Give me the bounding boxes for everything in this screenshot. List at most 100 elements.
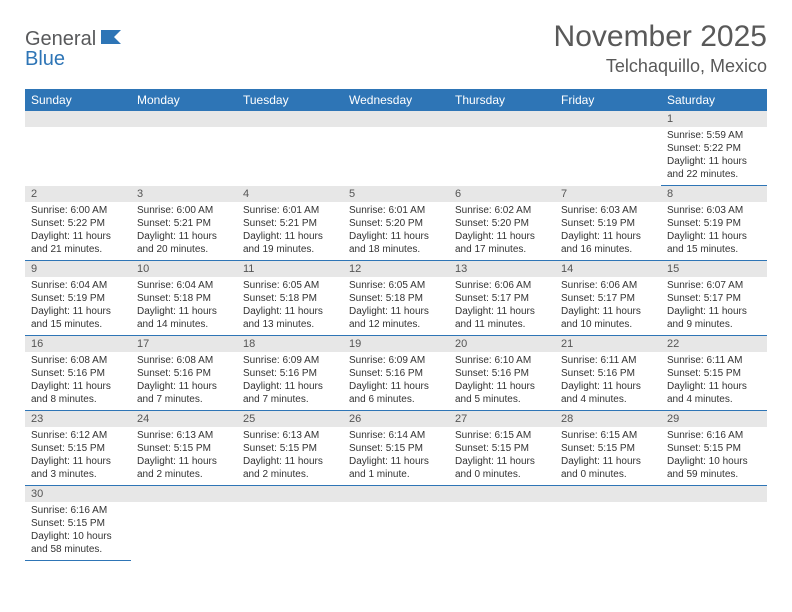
day-details: Sunrise: 6:03 AMSunset: 5:19 PMDaylight:… (661, 202, 767, 260)
day-number-cell (449, 486, 555, 503)
sunset-line: Sunset: 5:16 PM (561, 367, 655, 380)
day-content-cell: Sunrise: 6:15 AMSunset: 5:15 PMDaylight:… (449, 427, 555, 486)
daylight-line: Daylight: 11 hours and 7 minutes. (137, 380, 231, 406)
daylight-line: Daylight: 10 hours and 58 minutes. (31, 530, 125, 556)
day-number: 9 (25, 261, 131, 277)
day-content-cell: Sunrise: 6:06 AMSunset: 5:17 PMDaylight:… (555, 277, 661, 336)
daylight-line: Daylight: 11 hours and 2 minutes. (243, 455, 337, 481)
day-content-cell: Sunrise: 6:11 AMSunset: 5:15 PMDaylight:… (661, 352, 767, 411)
daylight-line: Daylight: 11 hours and 5 minutes. (455, 380, 549, 406)
day-details: Sunrise: 6:06 AMSunset: 5:17 PMDaylight:… (449, 277, 555, 335)
day-details: Sunrise: 6:04 AMSunset: 5:19 PMDaylight:… (25, 277, 131, 335)
day-number: 6 (449, 186, 555, 202)
sunset-line: Sunset: 5:19 PM (667, 217, 761, 230)
day-details: Sunrise: 6:06 AMSunset: 5:17 PMDaylight:… (555, 277, 661, 335)
day-number-cell (449, 111, 555, 127)
day-number: 5 (343, 186, 449, 202)
sunset-line: Sunset: 5:16 PM (243, 367, 337, 380)
day-number-row: 9101112131415 (25, 261, 767, 278)
day-content-cell: Sunrise: 6:01 AMSunset: 5:21 PMDaylight:… (237, 202, 343, 261)
day-content-row: Sunrise: 6:16 AMSunset: 5:15 PMDaylight:… (25, 502, 767, 561)
daylight-line: Daylight: 11 hours and 8 minutes. (31, 380, 125, 406)
day-content-cell (131, 502, 237, 561)
day-number-cell: 6 (449, 186, 555, 203)
day-number: 19 (343, 336, 449, 352)
day-number-cell: 20 (449, 336, 555, 353)
day-number: 20 (449, 336, 555, 352)
day-content-cell: Sunrise: 6:06 AMSunset: 5:17 PMDaylight:… (449, 277, 555, 336)
day-content-cell (237, 502, 343, 561)
day-content-cell (661, 502, 767, 561)
sunrise-line: Sunrise: 6:00 AM (137, 204, 231, 217)
sunset-line: Sunset: 5:15 PM (667, 442, 761, 455)
sunset-line: Sunset: 5:15 PM (455, 442, 549, 455)
sunset-line: Sunset: 5:18 PM (243, 292, 337, 305)
day-number: 10 (131, 261, 237, 277)
day-number: 4 (237, 186, 343, 202)
weekday-header: Friday (555, 89, 661, 111)
day-number: 28 (555, 411, 661, 427)
sunrise-line: Sunrise: 6:04 AM (31, 279, 125, 292)
calendar-page: General November 2025 Telchaquillo, Mexi… (0, 0, 792, 581)
sunset-line: Sunset: 5:19 PM (31, 292, 125, 305)
day-number-cell: 27 (449, 411, 555, 428)
day-number: 13 (449, 261, 555, 277)
day-content-cell (449, 127, 555, 186)
sunset-line: Sunset: 5:16 PM (31, 367, 125, 380)
day-details: Sunrise: 6:16 AMSunset: 5:15 PMDaylight:… (25, 502, 131, 560)
sunset-line: Sunset: 5:15 PM (243, 442, 337, 455)
day-details: Sunrise: 6:07 AMSunset: 5:17 PMDaylight:… (661, 277, 767, 335)
sunrise-line: Sunrise: 6:13 AM (243, 429, 337, 442)
day-number-cell: 28 (555, 411, 661, 428)
day-number: 22 (661, 336, 767, 352)
day-number-cell: 19 (343, 336, 449, 353)
sunset-line: Sunset: 5:15 PM (137, 442, 231, 455)
day-content-cell (555, 127, 661, 186)
day-content-cell: Sunrise: 6:07 AMSunset: 5:17 PMDaylight:… (661, 277, 767, 336)
day-content-row: Sunrise: 6:04 AMSunset: 5:19 PMDaylight:… (25, 277, 767, 336)
sunset-line: Sunset: 5:21 PM (243, 217, 337, 230)
sunset-line: Sunset: 5:15 PM (349, 442, 443, 455)
page-header: General November 2025 Telchaquillo, Mexi… (25, 20, 767, 77)
daylight-line: Daylight: 11 hours and 15 minutes. (31, 305, 125, 331)
day-details: Sunrise: 6:14 AMSunset: 5:15 PMDaylight:… (343, 427, 449, 485)
day-content-cell: Sunrise: 6:08 AMSunset: 5:16 PMDaylight:… (25, 352, 131, 411)
sunrise-line: Sunrise: 6:04 AM (137, 279, 231, 292)
day-content-cell (343, 502, 449, 561)
daylight-line: Daylight: 11 hours and 16 minutes. (561, 230, 655, 256)
daylight-line: Daylight: 11 hours and 4 minutes. (561, 380, 655, 406)
day-number: 8 (661, 186, 767, 202)
day-number: 17 (131, 336, 237, 352)
day-number-cell: 18 (237, 336, 343, 353)
sunrise-line: Sunrise: 6:11 AM (667, 354, 761, 367)
sunrise-line: Sunrise: 6:10 AM (455, 354, 549, 367)
weekday-header-row: Sunday Monday Tuesday Wednesday Thursday… (25, 89, 767, 111)
day-content-row: Sunrise: 6:08 AMSunset: 5:16 PMDaylight:… (25, 352, 767, 411)
day-number-cell: 14 (555, 261, 661, 278)
day-number-cell: 1 (661, 111, 767, 127)
sunset-line: Sunset: 5:16 PM (349, 367, 443, 380)
day-content-cell: Sunrise: 6:03 AMSunset: 5:19 PMDaylight:… (661, 202, 767, 261)
day-details: Sunrise: 6:11 AMSunset: 5:15 PMDaylight:… (661, 352, 767, 410)
day-number: 25 (237, 411, 343, 427)
day-number-cell: 9 (25, 261, 131, 278)
day-content-cell (343, 127, 449, 186)
sunrise-line: Sunrise: 6:02 AM (455, 204, 549, 217)
day-content-cell: Sunrise: 6:00 AMSunset: 5:21 PMDaylight:… (131, 202, 237, 261)
day-details: Sunrise: 5:59 AMSunset: 5:22 PMDaylight:… (661, 127, 767, 185)
sunrise-line: Sunrise: 6:12 AM (31, 429, 125, 442)
sunset-line: Sunset: 5:15 PM (561, 442, 655, 455)
daylight-line: Daylight: 11 hours and 2 minutes. (137, 455, 231, 481)
day-number: 29 (661, 411, 767, 427)
day-details: Sunrise: 6:13 AMSunset: 5:15 PMDaylight:… (131, 427, 237, 485)
day-number: 27 (449, 411, 555, 427)
daylight-line: Daylight: 11 hours and 19 minutes. (243, 230, 337, 256)
sunrise-line: Sunrise: 5:59 AM (667, 129, 761, 142)
sunrise-line: Sunrise: 6:00 AM (31, 204, 125, 217)
day-content-cell: Sunrise: 6:03 AMSunset: 5:19 PMDaylight:… (555, 202, 661, 261)
day-number-cell (25, 111, 131, 127)
sunrise-line: Sunrise: 6:05 AM (243, 279, 337, 292)
sunset-line: Sunset: 5:18 PM (349, 292, 443, 305)
day-number: 23 (25, 411, 131, 427)
day-details: Sunrise: 6:04 AMSunset: 5:18 PMDaylight:… (131, 277, 237, 335)
